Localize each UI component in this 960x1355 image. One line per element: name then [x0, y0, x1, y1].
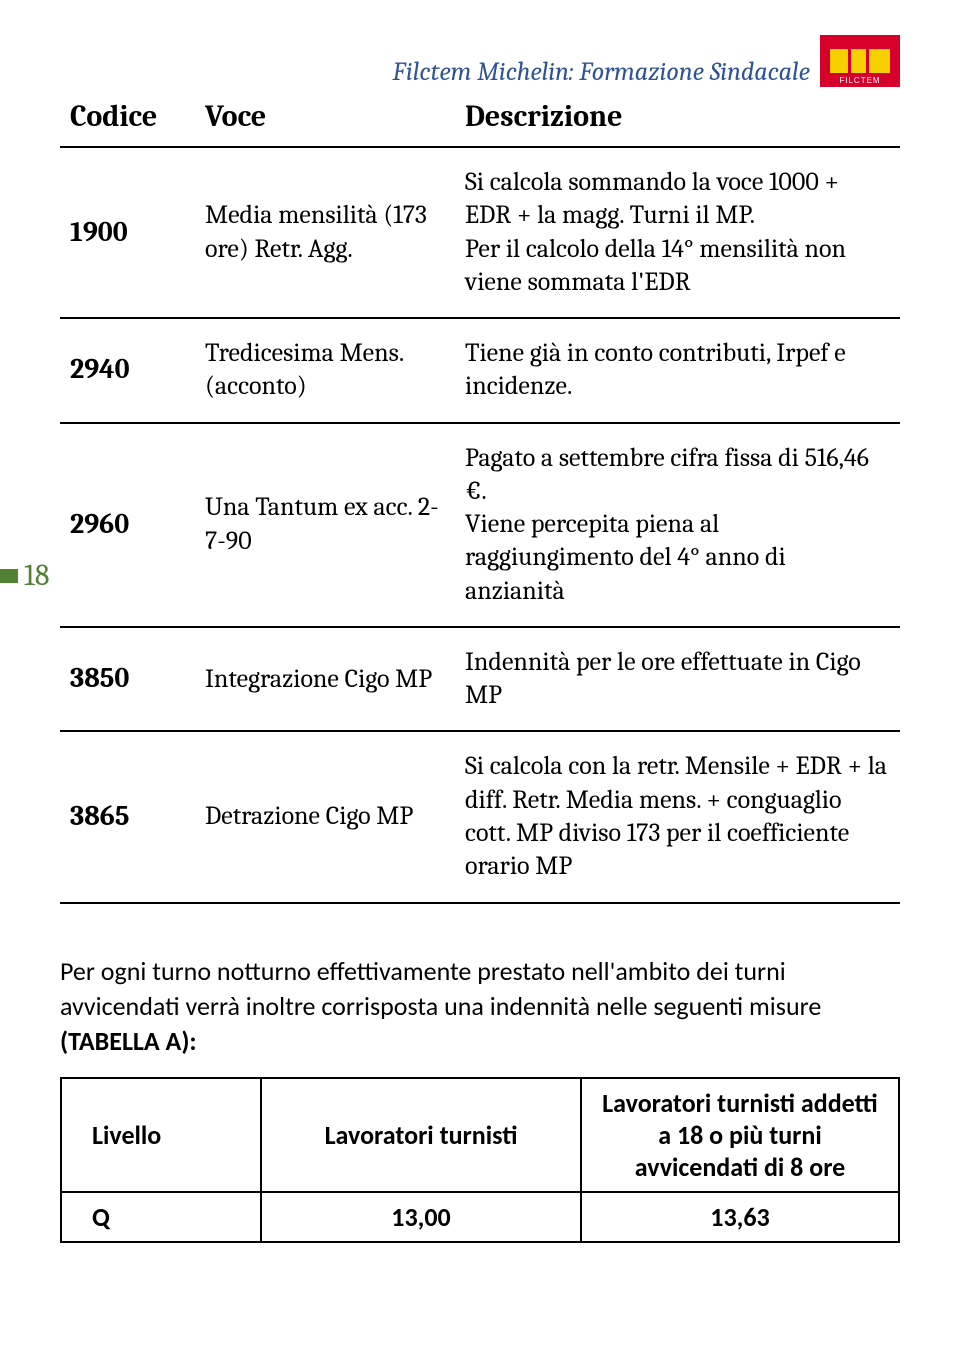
cell-livello: Q: [61, 1192, 261, 1242]
logo-text: FILCTEM: [820, 76, 900, 85]
cell-descrizione: Tiene già in conto contributi, Irpef e i…: [455, 318, 900, 423]
cell-voce: Tredicesima Mens. (acconto): [195, 318, 455, 423]
header-title: Filctem Michelin: Formazione Sindacale: [392, 57, 810, 87]
cell-descrizione: Si calcola sommando la voce 1000 + EDR +…: [455, 147, 900, 318]
cell-descrizione: Pagato a settembre cifra fissa di 516,46…: [455, 423, 900, 627]
table-row: 3850Integrazione Cigo MPIndennità per le…: [60, 627, 900, 732]
page-number: 18: [18, 558, 55, 593]
table-row: 2960Una Tantum ex acc. 2-7-90Pagato a se…: [60, 423, 900, 627]
table-header-row: Codice Voce Descrizione: [60, 93, 900, 147]
cell-codice: 3850: [60, 627, 195, 732]
paragraph-intro: Per ogni turno notturno effettivamente p…: [60, 954, 900, 1059]
filctem-logo: FILCTEM: [820, 35, 900, 87]
cell-codice: 1900: [60, 147, 195, 318]
col-descrizione: Descrizione: [455, 93, 900, 147]
levels-header-row: Livello Lavoratori turnisti Lavoratori t…: [61, 1078, 899, 1192]
page-badge-bar: [0, 569, 18, 583]
col-codice: Codice: [60, 93, 195, 147]
cell-voce: Media mensilità (173 ore) Retr. Agg.: [195, 147, 455, 318]
document-header: Filctem Michelin: Formazione Sindacale F…: [60, 35, 900, 87]
col-turnisti: Lavoratori turnisti: [261, 1078, 581, 1192]
page-number-badge: 18: [0, 558, 55, 593]
table-row: 1900Media mensilità (173 ore) Retr. Agg.…: [60, 147, 900, 318]
logo-graphic: [830, 49, 890, 73]
table-row: Q13,0013,63: [61, 1192, 899, 1242]
table-row: 2940Tredicesima Mens. (acconto)Tiene già…: [60, 318, 900, 423]
cell-descrizione: Indennità per le ore effettuate in Cigo …: [455, 627, 900, 732]
cell-codice: 2960: [60, 423, 195, 627]
levels-table: Livello Lavoratori turnisti Lavoratori t…: [60, 1077, 900, 1243]
col-turnisti-18: Lavoratori turnisti addetti a 18 o più t…: [581, 1078, 899, 1192]
paragraph-text: Per ogni turno notturno effettivamente p…: [60, 955, 821, 1022]
col-voce: Voce: [195, 93, 455, 147]
cell-v2: 13,63: [581, 1192, 899, 1242]
cell-descrizione: Si calcola con la retr. Mensile + EDR + …: [455, 731, 900, 902]
cell-codice: 2940: [60, 318, 195, 423]
cell-v1: 13,00: [261, 1192, 581, 1242]
table-row: 3865Detrazione Cigo MPSi calcola con la …: [60, 731, 900, 902]
paragraph-bold: (TABELLA A):: [60, 1025, 197, 1057]
cell-codice: 3865: [60, 731, 195, 902]
cell-voce: Detrazione Cigo MP: [195, 731, 455, 902]
cell-voce: Una Tantum ex acc. 2-7-90: [195, 423, 455, 627]
cell-voce: Integrazione Cigo MP: [195, 627, 455, 732]
definitions-table: Codice Voce Descrizione 1900Media mensil…: [60, 93, 900, 904]
col-livello: Livello: [61, 1078, 261, 1192]
